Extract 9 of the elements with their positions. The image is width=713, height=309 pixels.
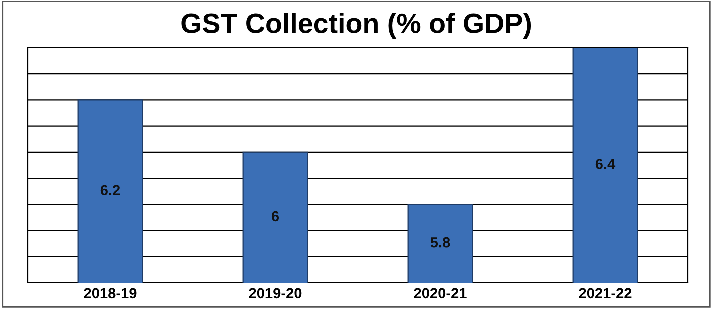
data-label: 6.4 <box>596 159 616 170</box>
x-tick-label: 2020-21 <box>414 288 467 299</box>
x-tick-label: 2021-22 <box>579 288 632 299</box>
data-label: 6.2 <box>100 185 120 196</box>
data-label: 6 <box>272 211 280 222</box>
x-tick-label: 2019-20 <box>249 288 302 299</box>
x-tick-label: 2018-19 <box>84 288 137 299</box>
data-label: 5.8 <box>430 237 450 248</box>
chart-title: GST Collection (% of GDP) <box>182 13 532 39</box>
